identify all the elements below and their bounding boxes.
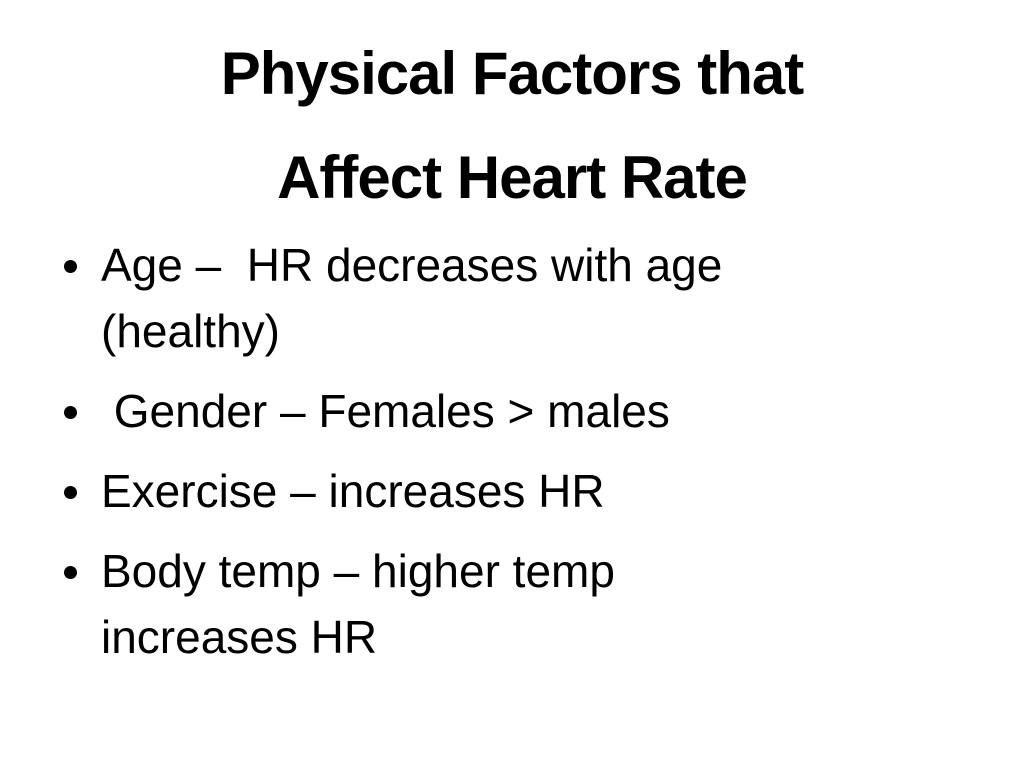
bullet-item: Exercise – increases HR bbox=[0, 458, 1024, 524]
bullet-text: Exercise – increases HR bbox=[101, 465, 605, 517]
title-line: Affect Heart Rate bbox=[277, 144, 748, 211]
bullet-dot bbox=[64, 260, 77, 273]
bullet-list: Age – HR decreases with age (healthy) Gen… bbox=[0, 232, 1024, 684]
bullet-dot bbox=[64, 566, 77, 579]
bullet-text: Body temp – higher temp bbox=[101, 545, 615, 597]
title-line: Physical Factors that bbox=[220, 40, 805, 107]
bullet-text: (healthy) bbox=[101, 305, 280, 357]
bullet-item: Gender – Females > males bbox=[0, 378, 1024, 444]
bullet-text: increases HR bbox=[101, 611, 378, 663]
bullet-text: Age – HR decreases with age bbox=[101, 239, 723, 291]
bullet-dot bbox=[64, 406, 77, 419]
bullet-text: Gender – Females > males bbox=[101, 385, 670, 437]
slide-title: Physical Factors that Affect Heart Rate bbox=[0, 22, 1024, 230]
bullet-dot bbox=[64, 486, 77, 499]
bullet-item: Body temp – higher temp increases HR bbox=[0, 538, 1024, 670]
bullet-item: Age – HR decreases with age (healthy) bbox=[0, 232, 1024, 364]
